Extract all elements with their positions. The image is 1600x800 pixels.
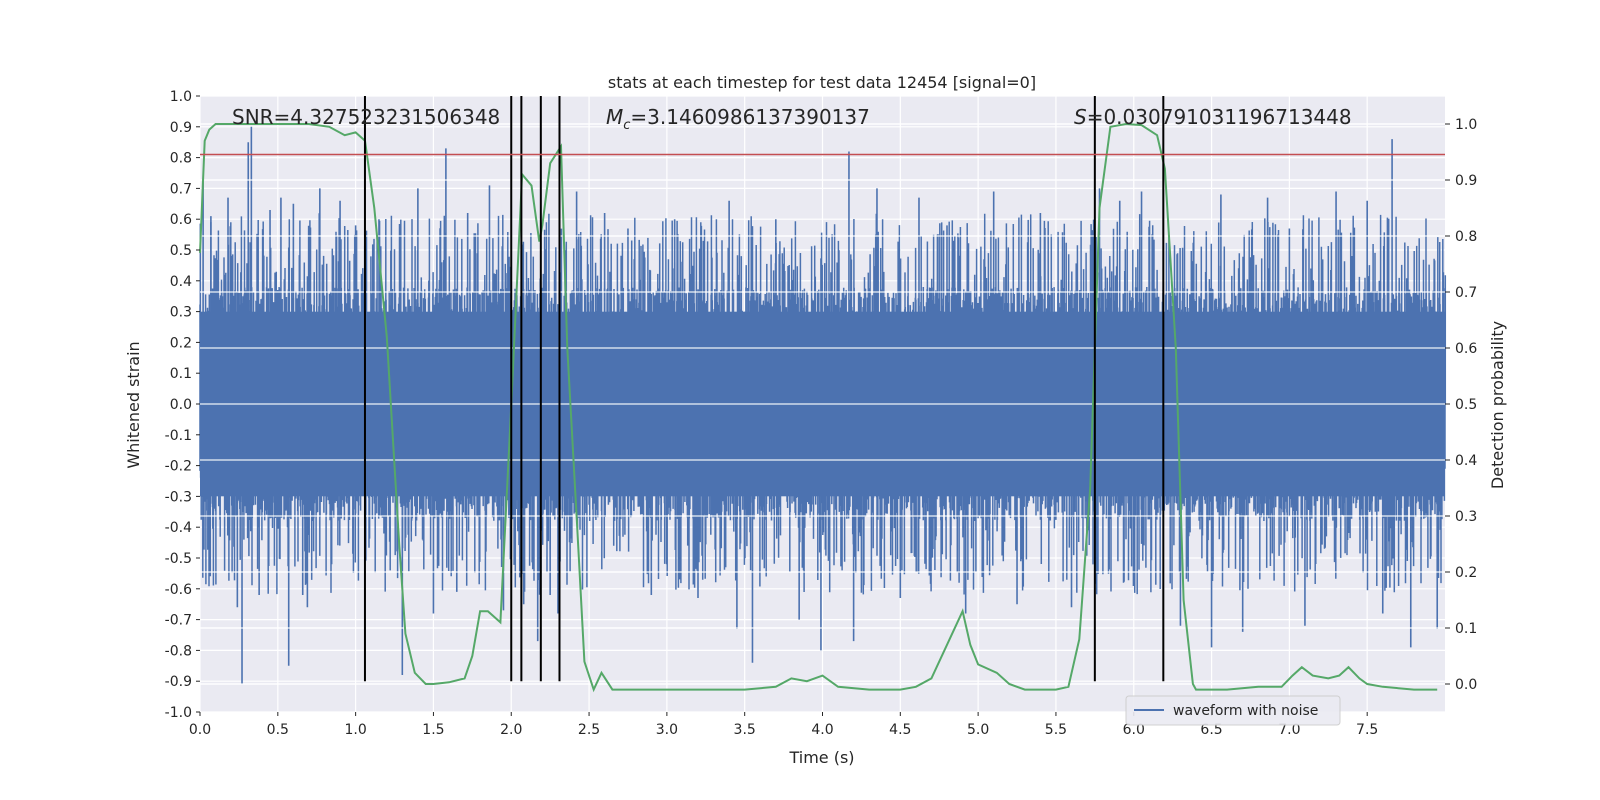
y-left-tick-label: 0.1 [170,366,192,382]
y-axis-label-left: Whitened strain [124,341,143,468]
y-left-tick-label: -0.9 [165,674,192,690]
y-right-tick-label: 0.0 [1455,677,1477,693]
y-left-tick-label: -0.7 [165,613,192,629]
snr-annotation: SNR=4.327523231506348 [232,105,500,129]
legend: waveform with noise [1125,695,1341,726]
y-left-tick-label: 0.3 [170,305,192,321]
chirp-mass-value: =3.1460986137390137 [630,105,869,129]
probability-series [199,122,1438,693]
y-left-tick-label: 0.8 [170,151,192,167]
x-tick-label: 0.5 [267,722,289,738]
x-tick-label: 1.5 [422,722,444,738]
left-axis: 1.0 0.9 0.8 0.7 0.6 0.5 0.4 0.3 0.2 0.1 0.0 -0.1 -0.… [165,89,200,721]
s-symbol: S [1074,105,1087,129]
bottom-axis: 0.0 0.5 1.0 1.5 2.0 2.5 3.0 3.5 4.0 4.5 5.0 5.5 6.0 6… [189,712,1378,738]
x-tick-label: 2.5 [578,722,600,738]
y-left-tick-label: -0.5 [165,551,192,567]
legend-entry: waveform with noise [1173,703,1318,719]
x-tick-label: 6.0 [1123,722,1145,738]
y-left-tick-label: -0.4 [165,520,192,536]
y-left-tick-label: -0.8 [165,643,192,659]
legend-box [1125,695,1341,726]
y-right-tick-label: 0.5 [1455,397,1477,413]
y-left-tick-label: 0.7 [170,181,192,197]
x-tick-label: 3.5 [734,722,756,738]
x-tick-label: 4.0 [811,722,833,738]
chirp-mass-annotation: Mc=3.1460986137390137 [606,105,870,133]
waveform-series [199,123,1447,685]
x-tick-label: 6.5 [1200,722,1222,738]
x-tick-label: 1.0 [344,722,366,738]
x-tick-label: 0.0 [189,722,211,738]
y-left-tick-label: 0.4 [170,274,192,290]
y-left-tick-label: 0.5 [170,243,192,259]
y-right-tick-label: 0.9 [1455,173,1477,189]
x-tick-label: 7.5 [1356,722,1378,738]
probability-line [199,122,1438,693]
y-left-tick-label: -0.6 [165,582,192,598]
y-left-tick-label: -0.3 [165,489,192,505]
y-left-tick-label: -0.2 [165,459,192,475]
y-left-tick-label: 1.0 [170,89,192,105]
y-left-tick-label: 0.0 [170,397,192,413]
y-right-tick-label: 0.4 [1455,453,1477,469]
y-right-tick-label: 0.2 [1455,565,1477,581]
chirp-mass-symbol: M [606,105,623,129]
y-right-tick-label: 0.8 [1455,229,1477,245]
s-annotation: S=0.030791031196713448 [1074,105,1352,129]
y-left-tick-label: -1.0 [165,705,192,721]
marker-lines [363,96,1165,682]
y-left-tick-label: 0.6 [170,212,192,228]
y-right-tick-label: 0.3 [1455,509,1477,525]
right-axis: 1.0 0.9 0.8 0.7 0.6 0.5 0.4 0.3 0.2 0.1 0.0 [1445,117,1477,693]
x-tick-label: 3.0 [656,722,678,738]
y-left-tick-label: -0.1 [165,428,192,444]
y-left-tick-label: 0.2 [170,335,192,351]
y-left-tick-label: 0.9 [170,120,192,136]
s-value: =0.030791031196713448 [1087,105,1352,129]
x-tick-label: 5.5 [1045,722,1067,738]
chirp-mass-subscript: c [623,118,630,133]
y-right-tick-label: 1.0 [1455,117,1477,133]
y-right-tick-label: 0.7 [1455,285,1477,301]
chart-title: stats at each timestep for test data 124… [608,73,1036,92]
x-tick-label: 4.5 [889,722,911,738]
y-axis-label-right: Detection probability [1488,321,1507,489]
x-tick-label: 5.0 [967,722,989,738]
y-right-tick-label: 0.6 [1455,341,1477,357]
x-tick-label: 2.0 [500,722,522,738]
x-axis-label: Time (s) [788,748,854,767]
y-right-tick-label: 0.1 [1455,621,1477,637]
x-tick-label: 7.0 [1278,722,1300,738]
